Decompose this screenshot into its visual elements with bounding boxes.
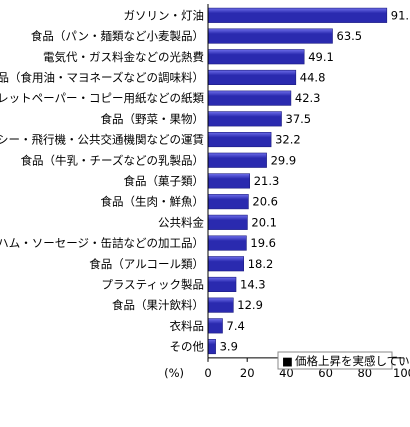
bar — [207, 276, 237, 293]
legend-marker: ■ — [282, 354, 293, 368]
category-label: ガソリン・灯油 — [124, 8, 205, 22]
x-tick-label: 20 — [240, 366, 255, 380]
category-label: 食品（果汁飲料） — [112, 298, 204, 312]
bars-group — [207, 7, 388, 355]
bar — [207, 318, 223, 334]
bar — [207, 194, 249, 210]
category-label: 食品（生肉・鮮魚） — [101, 195, 205, 209]
bar — [207, 235, 247, 251]
bar — [207, 69, 297, 85]
value-label: 18.2 — [248, 257, 274, 271]
category-label: 食品（牛乳・チーズなどの乳製品） — [21, 153, 204, 167]
bar — [207, 111, 282, 127]
value-label: 20.1 — [251, 215, 277, 229]
bar — [207, 49, 305, 65]
legend-box — [277, 351, 393, 370]
category-label: 食品（ハム・ソーセージ・缶詰などの加工品） — [0, 236, 204, 250]
value-label: 19.6 — [250, 236, 276, 250]
value-label: 49.1 — [308, 50, 334, 64]
value-label: 3.9 — [220, 340, 238, 354]
bar — [207, 28, 333, 44]
legend: ■ 価格上昇を実感している人 — [277, 351, 410, 370]
category-label: タクシー・飛行機・公共交通機関などの運賃 — [0, 133, 204, 147]
category-label: 食品（アルコール類） — [89, 257, 204, 271]
bar — [207, 338, 216, 355]
category-label: 電気代・ガス料金などの光熱費 — [43, 50, 204, 64]
category-label: トイレットペーパー・コピー用紙などの紙類 — [0, 91, 204, 105]
value-label: 32.2 — [275, 133, 301, 147]
bar — [207, 90, 292, 106]
category-label: 食品（野菜・果物） — [101, 112, 205, 126]
category-label: 公共料金 — [158, 215, 204, 229]
category-label: 食品（菓子類） — [124, 174, 205, 188]
category-label: 食品（パン・麺類など小麦製品） — [31, 29, 204, 43]
value-label: 29.9 — [271, 153, 297, 167]
bar — [207, 214, 248, 230]
category-label: その他 — [170, 340, 205, 354]
bar — [207, 132, 272, 148]
value-label: 44.8 — [300, 70, 326, 84]
value-label: 42.3 — [295, 91, 321, 105]
category-label: 衣料品 — [170, 319, 205, 333]
value-label: 91.2 — [391, 8, 410, 22]
bar — [207, 152, 267, 168]
bar — [207, 7, 388, 23]
value-label: 63.5 — [337, 29, 363, 43]
value-label: 37.5 — [286, 112, 312, 126]
bar — [207, 256, 245, 272]
x-tick-label: 0 — [204, 366, 211, 380]
legend-label: 価格上昇を実感している人 — [295, 354, 410, 368]
category-label: プラスティック製品 — [101, 277, 204, 291]
x-tick-label: 100 — [393, 366, 410, 380]
value-label: 12.9 — [237, 298, 263, 312]
bar — [207, 297, 234, 313]
value-label: 21.3 — [254, 174, 280, 188]
value-labels: 91.2 63.549.1 44.8 42.3 37.5 32.2 29.9 21.3 20.6… — [220, 8, 410, 353]
category-label: 食品（食用油・マヨネーズなどの調味料） — [0, 70, 204, 84]
value-label: 7.4 — [227, 319, 245, 333]
x-axis-unit-label: (%) — [164, 366, 184, 380]
bar — [207, 173, 251, 189]
value-label: 20.6 — [252, 195, 278, 209]
value-label: 14.3 — [240, 277, 266, 291]
